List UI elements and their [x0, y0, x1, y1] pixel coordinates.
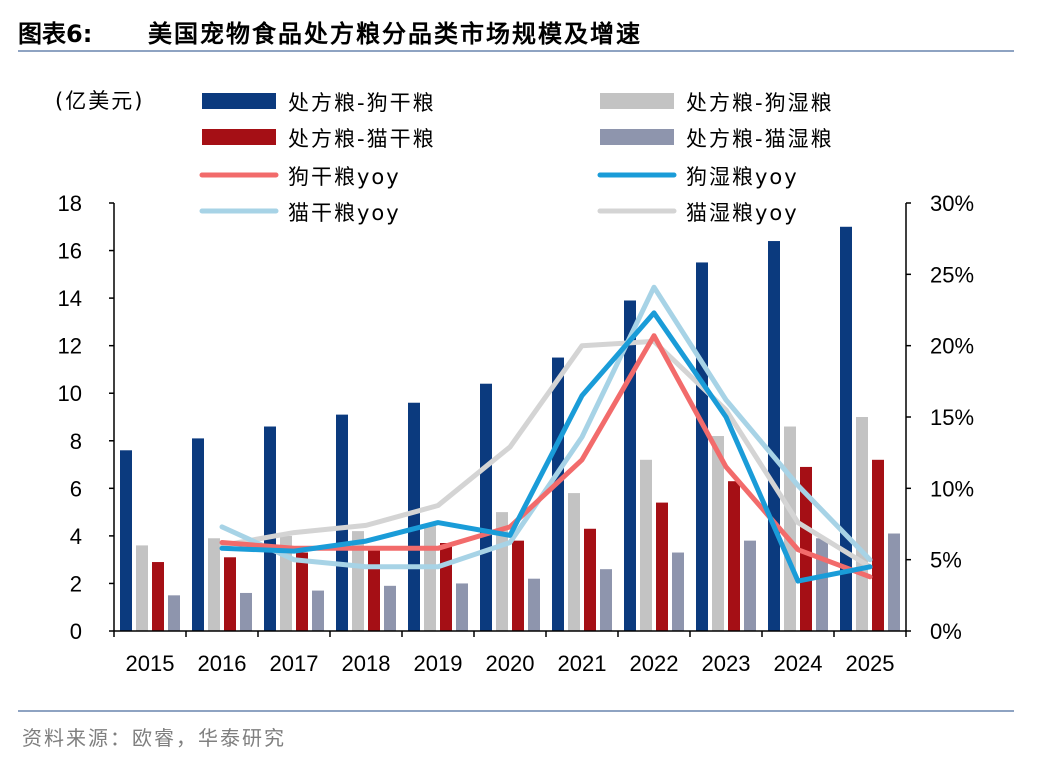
unit-label: (亿美元)	[55, 89, 144, 113]
legend-label: 处方粮-猫干粮	[288, 127, 436, 151]
left-tick-label: 4	[70, 524, 82, 549]
legend-swatch	[600, 93, 674, 109]
left-tick-label: 10	[58, 381, 82, 406]
right-tick-label: 25%	[930, 262, 974, 287]
x-tick-label: 2015	[126, 651, 175, 676]
left-tick-label: 6	[70, 476, 82, 501]
bar-2023-s2	[728, 481, 740, 631]
bar-2019-s1	[424, 524, 436, 631]
legend-label: 狗湿粮yoy	[686, 165, 799, 189]
bar-2021-s2	[584, 528, 596, 631]
legend-label: 猫湿粮yoy	[686, 201, 799, 225]
legend-label: 猫干粮yoy	[288, 201, 401, 225]
line-series-2	[219, 284, 873, 570]
bar-2015-s2	[152, 562, 164, 631]
bar-2016-s2	[224, 557, 236, 631]
line-series-1	[219, 310, 873, 584]
bar-2021-s0	[552, 357, 564, 631]
x-tick-label: 2022	[630, 651, 679, 676]
left-tick-label: 18	[58, 191, 82, 216]
legend-swatch	[202, 129, 276, 145]
legend-swatch	[202, 93, 276, 109]
left-tick-label: 8	[70, 429, 82, 454]
bar-2016-s3	[240, 592, 252, 631]
bar-2018-s2	[368, 547, 380, 631]
bar-2016-s1	[208, 538, 220, 631]
figure-title: 美国宠物食品处方粮分品类市场规模及增速	[148, 20, 642, 48]
bar-2019-s3	[456, 583, 468, 631]
legend-label: 处方粮-狗干粮	[288, 91, 436, 115]
x-tick-label: 2016	[198, 651, 247, 676]
legend-label: 处方粮-狗湿粮	[686, 91, 834, 115]
bar-2023-s3	[744, 540, 756, 631]
left-tick-label: 2	[70, 571, 82, 596]
x-tick-label: 2020	[486, 651, 535, 676]
bar-2018-s3	[384, 585, 396, 631]
bar-2021-s1	[568, 493, 580, 631]
x-tick-label: 2025	[846, 651, 895, 676]
right-tick-label: 20%	[930, 334, 974, 359]
left-tick-label: 0	[70, 619, 82, 644]
x-tick-label: 2021	[558, 651, 607, 676]
bar-2023-s1	[712, 436, 724, 631]
bar-2024-s2	[800, 466, 812, 631]
bar-2022-s2	[656, 502, 668, 631]
bar-2020-s0	[480, 383, 492, 631]
bar-2024-s1	[784, 426, 796, 631]
bar-2022-s3	[672, 552, 684, 631]
source-note: 资料来源：欧睿，华泰研究	[22, 726, 286, 750]
x-tick-label: 2019	[414, 651, 463, 676]
bar-2019-s0	[408, 402, 420, 631]
right-tick-label: 10%	[930, 476, 974, 501]
axes-layer: 0 2 4 6 8 10 12 14 16 18 0% 5% 10% 15% 20% 25% 30% 2015 20…	[58, 191, 975, 676]
bar-2020-s3	[528, 578, 540, 631]
left-tick-label: 14	[58, 286, 82, 311]
bar-2016-s0	[192, 438, 204, 631]
bar-2018-s1	[352, 531, 364, 631]
bar-2021-s3	[600, 569, 612, 631]
bar-2017-s0	[264, 426, 276, 631]
bar-2022-s1	[640, 459, 652, 631]
bar-2025-s3	[888, 533, 900, 631]
source-rule	[18, 710, 1014, 712]
right-tick-label: 15%	[930, 405, 974, 430]
bar-2025-s2	[872, 459, 884, 631]
right-tick-label: 5%	[930, 548, 962, 573]
bar-2017-s3	[312, 590, 324, 631]
bar-layer	[120, 226, 900, 632]
bar-2015-s1	[136, 545, 148, 631]
bar-2015-s0	[120, 450, 132, 631]
bar-2015-s3	[168, 595, 180, 631]
line-series-3	[219, 338, 873, 570]
right-tick-label: 0%	[930, 619, 962, 644]
right-tick-label: 30%	[930, 191, 974, 216]
line-layer	[219, 284, 873, 584]
legend-swatch	[600, 129, 674, 145]
left-tick-label: 16	[58, 239, 82, 264]
bar-2023-s0	[696, 262, 708, 631]
bar-2024-s0	[768, 241, 780, 632]
left-tick-label: 12	[58, 334, 82, 359]
title-rule	[18, 50, 1014, 52]
bar-2018-s0	[336, 414, 348, 631]
bar-2017-s2	[296, 552, 308, 631]
x-tick-label: 2018	[342, 651, 391, 676]
x-tick-label: 2017	[270, 651, 319, 676]
figure-header: 图表6: 美国宠物食品处方粮分品类市场规模及增速	[18, 10, 1018, 50]
bar-2024-s3	[816, 538, 828, 631]
legend-label: 狗干粮yoy	[288, 165, 401, 189]
bar-2019-s2	[440, 543, 452, 631]
figure-label: 图表6:	[18, 20, 93, 48]
x-tick-label: 2023	[702, 651, 751, 676]
legend-label: 处方粮-猫湿粮	[686, 127, 834, 151]
x-tick-label: 2024	[774, 651, 823, 676]
bar-2025-s1	[856, 417, 868, 631]
bar-2020-s2	[512, 540, 524, 631]
